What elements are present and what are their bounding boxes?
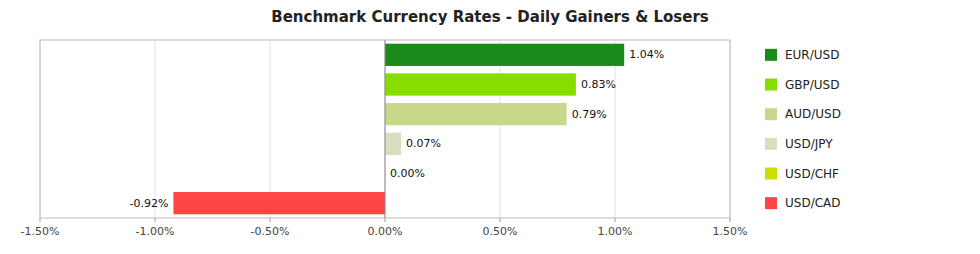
tick-label: 1.50%	[713, 225, 748, 238]
plot-frame	[40, 40, 730, 218]
tick-label: 1.00%	[598, 225, 633, 238]
data-label: 0.83%	[581, 78, 616, 91]
data-label: -0.92%	[129, 197, 168, 210]
tick-label: -1.00%	[136, 225, 175, 238]
tick-mark	[155, 218, 156, 222]
tick-mark	[270, 218, 271, 222]
legend: EUR/USD GBP/USD AUD/USD USD/JPY USD/CHF USD/C…	[765, 48, 841, 210]
legend-swatch	[765, 49, 777, 61]
tick-label: 0.00%	[368, 225, 403, 238]
grid-line	[500, 40, 501, 218]
data-label: 0.07%	[406, 137, 441, 150]
grid	[40, 40, 730, 218]
bar	[173, 192, 385, 214]
data-label: 0.79%	[572, 108, 607, 121]
title: Benchmark Currency Rates - Daily Gainers…	[271, 8, 709, 26]
data-label: 1.04%	[629, 48, 664, 61]
tick-mark	[730, 218, 731, 222]
tick-mark	[500, 218, 501, 222]
legend-swatch	[765, 197, 777, 209]
legend-label: USD/CHF	[785, 167, 839, 181]
tick-label: -0.50%	[251, 225, 290, 238]
grid-line	[155, 40, 156, 218]
chart-root: Benchmark Currency Rates - Daily Gainers…	[0, 0, 980, 254]
grid-line	[615, 40, 616, 218]
bar	[385, 44, 624, 66]
legend-label: GBP/USD	[785, 78, 839, 92]
zero-line	[385, 40, 386, 218]
legend-swatch	[765, 108, 777, 120]
legend-label: AUD/USD	[785, 107, 841, 121]
tick-mark	[385, 218, 386, 222]
legend-swatch	[765, 168, 777, 180]
tick-mark	[615, 218, 616, 222]
data-labels: 1.04% 0.83% 0.79% 0.07% 0.00% -0.92%	[129, 48, 664, 209]
grid-line	[385, 40, 386, 218]
legend-label: USD/JPY	[785, 137, 833, 151]
bar	[385, 133, 401, 155]
tick-mark	[40, 218, 41, 222]
chart-svg: Benchmark Currency Rates - Daily Gainers…	[0, 0, 980, 254]
grid-line	[270, 40, 271, 218]
bar	[385, 103, 567, 125]
legend-swatch	[765, 79, 777, 91]
bar	[385, 73, 576, 95]
data-label: 0.00%	[390, 167, 425, 180]
tick-label: 0.50%	[483, 225, 518, 238]
x-axis: -1.50% -1.00% -0.50% 0.00% 0.50% 1.00% 1.50%	[21, 218, 748, 238]
legend-swatch	[765, 138, 777, 150]
legend-label: USD/CAD	[785, 196, 841, 210]
legend-label: EUR/USD	[785, 48, 839, 62]
tick-label: -1.50%	[21, 225, 60, 238]
bars	[173, 44, 624, 215]
